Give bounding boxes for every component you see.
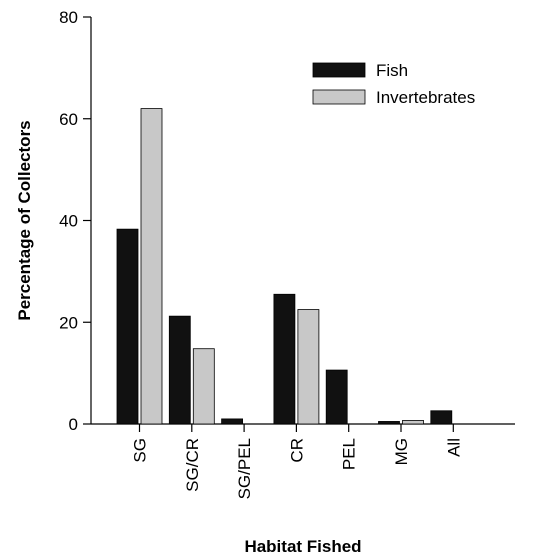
x-axis-title: Habitat Fished — [244, 537, 361, 556]
legend-swatch-invertebrates — [312, 89, 366, 105]
x-tick-label: MG — [392, 438, 411, 465]
legend-label-fish: Fish — [376, 61, 408, 80]
bar-fish-sg-pel — [221, 418, 244, 425]
x-tick-label: PEL — [340, 438, 359, 470]
bar-fish-sg — [116, 228, 139, 425]
x-tick-label: SG/PEL — [235, 438, 254, 499]
bars — [116, 108, 453, 425]
legend: Fish Invertebrates — [312, 61, 475, 107]
x-axis: SG SG/CR SG/PEL CR PEL MG All — [91, 423, 515, 499]
bar-fish-mg — [378, 421, 400, 425]
bar-fish-all — [430, 410, 453, 425]
bar-invertebrates-mg — [402, 420, 424, 425]
bar-fish-pel — [325, 369, 348, 425]
y-tick-label: 0 — [69, 415, 78, 434]
y-tick-label: 20 — [59, 313, 78, 332]
x-tick-label: SG — [131, 438, 150, 463]
y-tick-label: 60 — [59, 110, 78, 129]
y-tick-label: 40 — [59, 212, 78, 231]
x-tick-label: CR — [287, 438, 306, 463]
bar-invertebrates-sg-cr — [192, 348, 215, 425]
y-tick-label: 80 — [59, 8, 78, 27]
bar-invertebrates-sg — [140, 108, 163, 425]
x-tick-label: SG/CR — [183, 438, 202, 492]
bar-invertebrates-cr — [297, 309, 320, 425]
legend-label-invertebrates: Invertebrates — [376, 88, 475, 107]
x-tick-label: All — [444, 438, 463, 457]
bar-fish-sg-cr — [168, 315, 191, 425]
bar-fish-cr — [273, 293, 296, 425]
y-axis: 0 20 40 60 80 — [59, 8, 92, 434]
y-axis-title: Percentage of Collectors — [15, 120, 34, 320]
legend-swatch-fish — [312, 62, 366, 78]
